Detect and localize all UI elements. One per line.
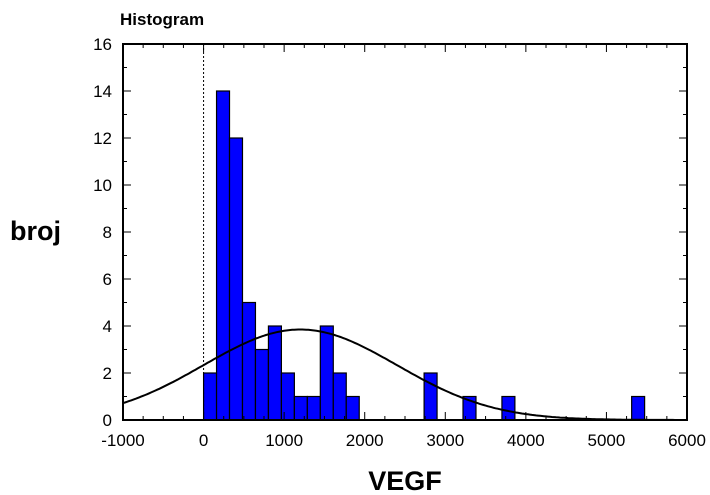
histogram-bar [501, 395, 516, 421]
histogram-bar [228, 137, 244, 421]
x-tick-label: 1000 [265, 431, 303, 450]
y-tick-label: 2 [103, 364, 112, 383]
y-tick-label: 16 [93, 35, 112, 54]
histogram-bar [306, 395, 321, 421]
chart-title: Histogram [120, 10, 204, 29]
y-tick-label: 14 [93, 82, 112, 101]
y-axis-label: broj [10, 216, 61, 246]
y-tick-labels: 0 2 4 6 8 10 12 14 16 [93, 35, 112, 430]
y-tick-label: 0 [103, 411, 112, 430]
histogram-bar [293, 395, 308, 421]
y-tick-label: 12 [93, 129, 112, 148]
histogram-bar [280, 372, 295, 421]
histogram-bar [423, 372, 438, 421]
x-tick-label: -1000 [101, 431, 144, 450]
x-tick-label: 6000 [668, 431, 706, 450]
histogram-bar [254, 348, 270, 421]
x-tick-labels: -1000 0 1000 2000 3000 4000 5000 6000 [101, 431, 706, 450]
histogram-bar [202, 372, 218, 421]
histogram-bars [202, 90, 646, 421]
y-tick-label: 6 [103, 270, 112, 289]
x-tick-label: 2000 [346, 431, 384, 450]
histogram-bar [241, 301, 257, 421]
x-axis-label: VEGF [368, 466, 442, 495]
histogram-bar [267, 325, 283, 421]
axis-ticks [122, 43, 688, 421]
x-tick-label: 4000 [507, 431, 545, 450]
x-tick-label: 0 [199, 431, 208, 450]
histogram-bar [319, 325, 334, 421]
histogram-bar [332, 372, 347, 421]
histogram-bar [215, 90, 231, 421]
y-tick-label: 10 [93, 176, 112, 195]
x-tick-label: 3000 [426, 431, 464, 450]
x-tick-label: 5000 [588, 431, 626, 450]
histogram-bar [345, 395, 360, 421]
y-tick-label: 8 [103, 223, 112, 242]
y-tick-label: 4 [103, 317, 112, 336]
histogram-bar [631, 395, 646, 421]
